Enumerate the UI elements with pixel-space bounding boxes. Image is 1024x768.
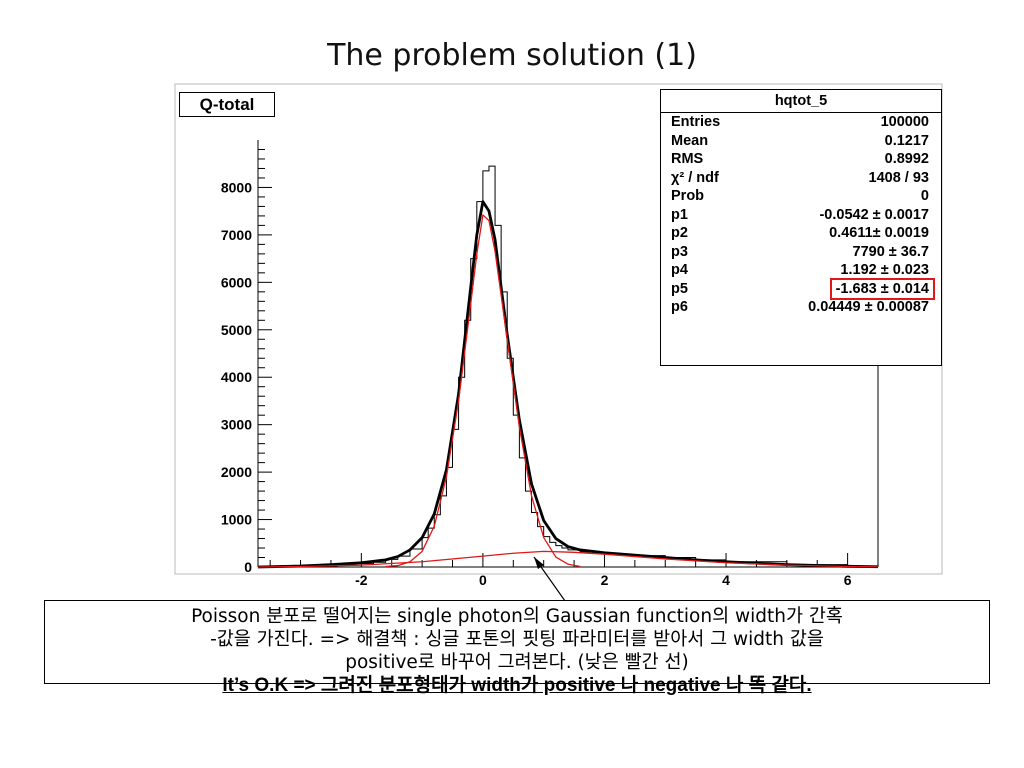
stats-label: p2 (671, 225, 688, 241)
total-fit-curve (257, 200, 879, 569)
stats-value: -0.0542 ± 0.0017 (819, 206, 929, 223)
stats-label: χ² / ndf (671, 169, 719, 186)
stats-row-p3: p3 7790 ± 36.7 (661, 243, 941, 262)
stats-row-p2: p2 0.4611± 0.0019 (661, 224, 941, 243)
stats-label: p6 (671, 299, 688, 315)
stats-row-prob: Prob 0 (661, 187, 941, 206)
stats-row-p6: p6 0.04449 ± 0.00087 (661, 298, 941, 317)
stats-rows: Entries 100000 Mean 0.1217 RMS 0.8992 χ² / ndf… (661, 113, 941, 317)
y-tick-label: 7000 (221, 227, 252, 243)
y-tick-label: 3000 (221, 417, 252, 433)
x-tick-label: 2 (601, 572, 609, 588)
note-line-2: -값을 가진다. => 해결책 : 싱글 포톤의 핏팅 파라미터를 받아서 그 … (210, 629, 824, 650)
stats-label: Mean (671, 132, 709, 149)
note-box: Poisson 분포로 떨어지는 single photon의 Gaussian… (44, 600, 990, 696)
axes: 1000 2000 3000 4000 5000 6000 7000 8000 0 -2 0 2 4 6 (221, 90, 879, 588)
annotation-arrow-head (534, 557, 544, 569)
stats-row-mean: Mean 0.1217 (661, 132, 941, 151)
stats-value: 0.4611± 0.0019 (829, 225, 929, 241)
stats-label: p4 (671, 262, 688, 278)
stats-row-ndf: χ² / ndf 1408 / 93 (661, 169, 941, 188)
stats-box: hqtot_5 Entries 100000 Mean 0.1217 RMS 0.8992… (660, 89, 942, 366)
stats-value: 0 (920, 188, 929, 204)
annotation-arrow-line (533, 556, 566, 600)
stats-label: RMS (671, 151, 704, 167)
y-tick-label: 0 (244, 559, 252, 575)
stats-value: 7790 ± 36.7 (852, 243, 930, 260)
gaussian-component-curve (385, 214, 581, 568)
stats-value: 100000 (880, 114, 929, 130)
y-tick-label: 2000 (221, 464, 252, 480)
x-tick-label: -2 (355, 572, 368, 588)
series-layer (257, 165, 879, 569)
stats-value: 1408 / 93 (868, 169, 929, 186)
stats-row-p4: p4 1.192 ± 0.023 (661, 261, 941, 280)
slide-title: The problem solution (1) (327, 38, 697, 73)
y-tick-label: 5000 (221, 322, 252, 338)
stats-value: -1.683 ± 0.014 (829, 277, 936, 300)
note-line-3: positive로 바꾸어 그려본다. (낮은 빨간 선) (345, 652, 689, 673)
stats-label: Entries (671, 114, 721, 130)
stats-value: 0.8992 (884, 151, 929, 167)
note-line-1: Poisson 분포로 떨어지는 single photon의 Gaussian… (191, 606, 843, 627)
histogram-title-box: Q-total (179, 92, 275, 117)
low-red-component-curve (257, 550, 879, 568)
x-tick-label: 4 (722, 572, 730, 588)
stats-value: 0.04449 ± 0.00087 (808, 299, 929, 315)
stats-row-entries: Entries 100000 (661, 113, 941, 132)
stats-value: 0.1217 (884, 132, 929, 149)
stats-row-p5: p5 -1.683 ± 0.014 (661, 277, 941, 300)
stats-row-p1: p1 -0.0542 ± 0.0017 (661, 206, 941, 225)
stats-value: 1.192 ± 0.023 (840, 262, 929, 278)
stats-label: Prob (671, 188, 705, 204)
stats-label: p3 (671, 243, 688, 260)
stats-label: p5 (671, 280, 688, 297)
y-tick-label: 6000 (221, 274, 252, 290)
y-tick-label: 1000 (221, 512, 252, 528)
y-tick-label: 4000 (221, 369, 252, 385)
x-tick-label: 6 (844, 572, 852, 588)
stats-row-rms: RMS 0.8992 (661, 150, 941, 169)
stats-title: hqtot_5 (661, 90, 941, 113)
x-tick-label: 0 (479, 572, 487, 588)
stats-label: p1 (671, 206, 688, 223)
note-line-4: It’s O.K => 그려진 분포형태가 width가 positive 나 … (222, 675, 812, 696)
y-tick-label: 8000 (221, 179, 252, 195)
